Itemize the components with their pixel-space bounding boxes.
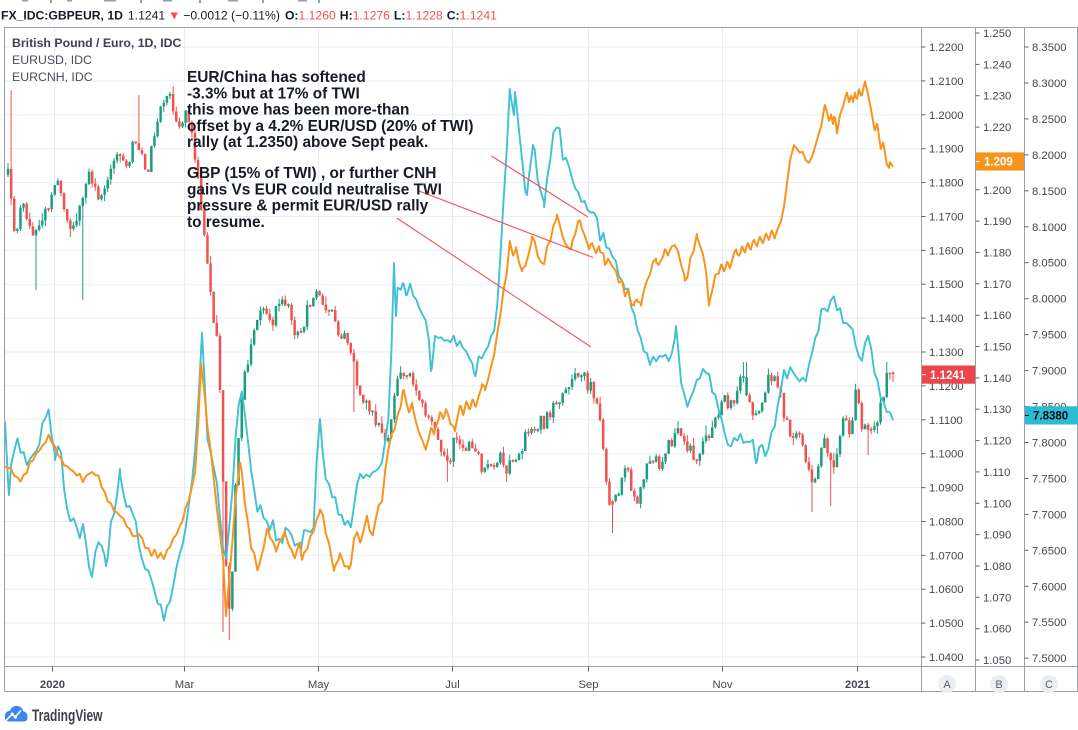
svg-text:1.0400: 1.0400 <box>929 652 964 664</box>
svg-text:1.1400: 1.1400 <box>929 313 964 325</box>
svg-text:1.070: 1.070 <box>983 592 1011 604</box>
svg-text:1.170: 1.170 <box>983 279 1011 291</box>
svg-text:1.1300: 1.1300 <box>929 347 964 359</box>
svg-text:May: May <box>308 679 330 691</box>
svg-text:to resume.: to resume. <box>187 214 265 231</box>
svg-text:EUR/China has softened: EUR/China has softened <box>187 69 366 86</box>
svg-text:1.150: 1.150 <box>983 342 1011 354</box>
svg-text:1.0500: 1.0500 <box>929 618 964 630</box>
svg-text:1.1241: 1.1241 <box>930 370 966 382</box>
svg-text:8.0000: 8.0000 <box>1032 294 1067 306</box>
svg-text:8.0500: 8.0500 <box>1032 258 1067 270</box>
svg-text:7.9500: 7.9500 <box>1032 330 1067 342</box>
svg-text:1.1500: 1.1500 <box>929 279 964 291</box>
svg-text:1.1100: 1.1100 <box>929 415 963 427</box>
svg-text:8.1500: 8.1500 <box>1032 186 1067 198</box>
svg-text:1.130: 1.130 <box>983 404 1011 416</box>
svg-text:1.180: 1.180 <box>983 248 1011 260</box>
svg-text:1.250: 1.250 <box>983 28 1011 40</box>
svg-text:1.2000: 1.2000 <box>929 110 964 122</box>
svg-text:1.1600: 1.1600 <box>929 245 964 257</box>
svg-text:offset by a 4.2% EUR/USD (20%: offset by a 4.2% EUR/USD (20% of TWI) <box>187 118 473 135</box>
svg-text:1.060: 1.060 <box>983 624 1011 636</box>
svg-text:TradingView: TradingView <box>32 707 103 725</box>
svg-text:FX_IDC:GBPEUR, 1D1.1241▼−0.001: FX_IDC:GBPEUR, 1D 1.1241 ▼ −0.0012 (−0.11%)… <box>1 9 497 23</box>
svg-text:1.1800: 1.1800 <box>929 178 964 190</box>
svg-text:EURCNH, IDC: EURCNH, IDC <box>12 70 93 84</box>
svg-text:B: B <box>995 679 1002 691</box>
svg-text:pressure & permit EUR/USD rall: pressure & permit EUR/USD rally <box>187 198 429 215</box>
svg-text:1.230: 1.230 <box>983 91 1011 103</box>
svg-text:8.3500: 8.3500 <box>1032 42 1067 54</box>
svg-text:1.100: 1.100 <box>983 498 1011 510</box>
svg-text:1.0700: 1.0700 <box>929 550 964 562</box>
svg-text:7.8380: 7.8380 <box>1033 411 1068 423</box>
svg-text:7.5500: 7.5500 <box>1032 617 1067 629</box>
svg-text:7.6000: 7.6000 <box>1032 581 1067 593</box>
svg-text:1.0900: 1.0900 <box>929 483 964 495</box>
svg-text:Nov: Nov <box>712 679 732 691</box>
svg-text:GBP (15% of TWI) , or further: GBP (15% of TWI) , or further CNH <box>187 165 436 182</box>
svg-text:1.200: 1.200 <box>983 185 1011 197</box>
svg-text:7.9000: 7.9000 <box>1032 366 1067 378</box>
svg-text:1.2200: 1.2200 <box>929 42 964 54</box>
svg-text:gains Vs EUR could neutralise: gains Vs EUR could neutralise TWI <box>187 181 442 198</box>
svg-text:1.1000: 1.1000 <box>929 449 964 461</box>
svg-text:C: C <box>1045 679 1053 691</box>
svg-text:1.1700: 1.1700 <box>929 212 964 224</box>
svg-text:7.7500: 7.7500 <box>1032 473 1067 485</box>
svg-text:Mar: Mar <box>175 679 195 691</box>
svg-text:1.110: 1.110 <box>983 467 1010 479</box>
svg-text:8.2500: 8.2500 <box>1032 114 1067 126</box>
svg-text:Jul: Jul <box>445 679 459 691</box>
svg-text:1.160: 1.160 <box>983 310 1011 322</box>
svg-text:1.1200: 1.1200 <box>929 381 964 393</box>
svg-text:1.0600: 1.0600 <box>929 584 964 596</box>
svg-text:7.8000: 7.8000 <box>1032 438 1067 450</box>
svg-text:rally (at 1.2350) above Sept p: rally (at 1.2350) above Sept peak. <box>187 134 428 151</box>
svg-text:1.2100: 1.2100 <box>929 76 964 88</box>
svg-text:British Pound / Euro, 1D, IDC: British Pound / Euro, 1D, IDC <box>12 36 182 50</box>
svg-text:A: A <box>943 679 951 691</box>
svg-text:1.0800: 1.0800 <box>929 517 964 529</box>
svg-text:1.080: 1.080 <box>983 561 1011 573</box>
svg-text:1.120: 1.120 <box>983 436 1011 448</box>
svg-text:1.090: 1.090 <box>983 530 1011 542</box>
svg-text:7.5000: 7.5000 <box>1032 653 1067 665</box>
svg-text:1.1900: 1.1900 <box>929 144 964 156</box>
svg-text:8.2000: 8.2000 <box>1032 150 1067 162</box>
svg-text:EURUSD, IDC: EURUSD, IDC <box>12 53 92 67</box>
svg-text:1.220: 1.220 <box>983 122 1011 134</box>
svg-text:1.240: 1.240 <box>983 59 1011 71</box>
svg-text:this move has been more-than: this move has been more-than <box>187 102 409 119</box>
svg-text:Sep: Sep <box>578 679 598 691</box>
svg-text:-3.3% but at 17% of TWI: -3.3% but at 17% of TWI <box>187 85 360 102</box>
svg-text:8.3000: 8.3000 <box>1032 78 1067 90</box>
svg-text:1.190: 1.190 <box>983 216 1011 228</box>
svg-text:2020: 2020 <box>40 679 65 691</box>
svg-text:1.050: 1.050 <box>983 655 1011 667</box>
svg-text:2021: 2021 <box>845 679 870 691</box>
svg-text:7.6500: 7.6500 <box>1032 545 1067 557</box>
svg-text:8.1000: 8.1000 <box>1032 222 1067 234</box>
svg-text:1.209: 1.209 <box>984 157 1013 169</box>
svg-text:1.140: 1.140 <box>983 373 1011 385</box>
svg-text:7.7000: 7.7000 <box>1032 509 1067 521</box>
